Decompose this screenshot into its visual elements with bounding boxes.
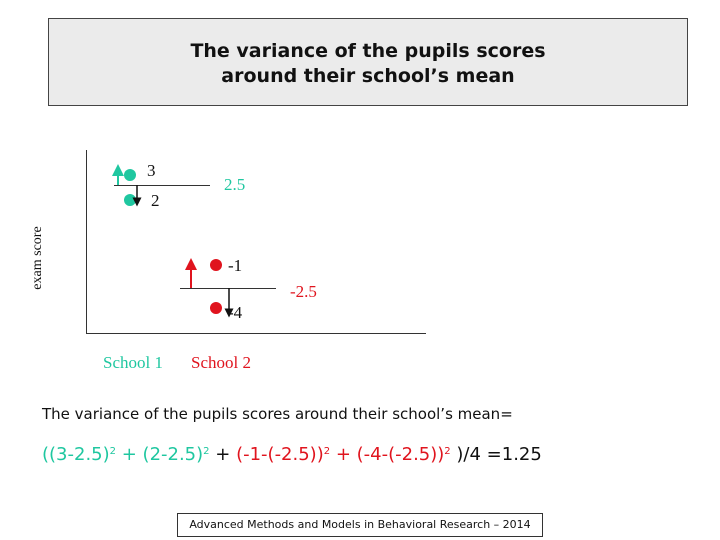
school2-score-dot-minus4 — [210, 302, 222, 314]
y-axis — [86, 150, 87, 333]
formula-square-3: 2 — [323, 446, 331, 457]
school1-score-label-3: 3 — [147, 161, 156, 180]
footer: Advanced Methods and Models in Behaviora… — [177, 513, 543, 537]
formula-term-3: (-1-(-2.5)) — [236, 444, 324, 465]
formula-result: )/4 =1.25 — [450, 444, 542, 465]
variance-description: The variance of the pupils scores around… — [42, 405, 513, 423]
formula-term-1: ((3-2.5) — [42, 444, 110, 465]
school1-label: School 1 — [103, 353, 163, 372]
school2-mean-line — [180, 288, 276, 289]
school1-mean-label: 2.5 — [224, 175, 246, 194]
formula-square-2: 2 — [203, 446, 210, 457]
title-line-1: The variance of the pupils scores — [190, 40, 546, 62]
formula-square-1: 2 — [109, 446, 117, 457]
school1-score-label-2: 2 — [151, 191, 160, 210]
school2-mean-label: -2.5 — [290, 282, 317, 301]
school2-label: School 2 — [191, 353, 251, 372]
title-line-2: around their school’s mean — [221, 65, 515, 87]
formula-term-2: + (2-2.5) — [116, 444, 204, 465]
school2-score-label-minus1: -1 — [228, 256, 243, 275]
x-axis — [86, 333, 426, 334]
school2-score-dot-minus1 — [210, 259, 222, 271]
school1-mean-line — [114, 185, 210, 186]
formula-plus: + — [209, 444, 237, 465]
school1-score-dot-3 — [124, 169, 136, 181]
formula-square-4: 2 — [444, 446, 451, 457]
title-box: The variance of the pupils scores around… — [48, 18, 688, 106]
formula-term-4: + (-4-(-2.5)) — [330, 444, 445, 465]
variance-formula: ((3-2.5)2 + (2-2.5)2 + (-1-(-2.5))2 + (-… — [42, 444, 542, 465]
